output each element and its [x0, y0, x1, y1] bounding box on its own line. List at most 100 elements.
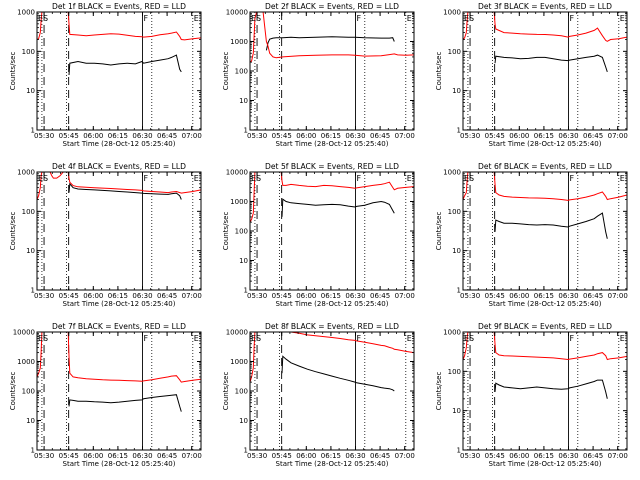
x-axis-label: Start Time (28-Oct-12 05:25:40)	[276, 300, 389, 308]
marker-label-e: E	[620, 14, 625, 23]
marker-label-f: F	[356, 334, 361, 343]
marker-label-es: ES	[464, 14, 474, 23]
panel-title: Det 3f BLACK = Events, RED = LLD	[478, 2, 612, 11]
y-axis-label: Counts/sec	[435, 212, 443, 251]
x-axis-label: Start Time (28-Oct-12 05:25:40)	[63, 460, 176, 468]
y-tick-label: 1	[31, 447, 35, 455]
x-tick-label: 06:00	[509, 132, 529, 140]
x-tick-label: 06:15	[534, 452, 554, 460]
x-tick-label: 06:45	[370, 292, 390, 300]
x-tick-label: 07:00	[608, 292, 628, 300]
x-tick-label: 06:00	[509, 292, 529, 300]
x-tick-label: 06:30	[345, 292, 365, 300]
y-tick-label: 1000	[17, 9, 35, 17]
y-tick-label: 1	[457, 447, 461, 455]
x-axis-label: Start Time (28-Oct-12 05:25:40)	[489, 300, 602, 308]
x-tick-label: 05:30	[34, 292, 54, 300]
x-tick-label: 05:30	[460, 452, 480, 460]
y-tick-label: 10	[452, 87, 461, 95]
y-axis-label: Counts/sec	[222, 212, 230, 251]
marker-label-e: E	[407, 174, 412, 183]
marker-label-f: F	[143, 334, 148, 343]
x-tick-label: 06:45	[157, 292, 177, 300]
y-tick-label: 1	[244, 287, 248, 295]
series-lld-line	[37, 332, 201, 383]
x-tick-label: 06:45	[583, 452, 603, 460]
event-markers	[41, 172, 194, 290]
x-tick-label: 06:15	[108, 132, 128, 140]
y-tick-label: 1	[244, 447, 248, 455]
y-tick-label: 1	[457, 127, 461, 135]
y-tick-label: 100	[448, 48, 461, 56]
x-tick-label: 06:30	[558, 292, 578, 300]
plot-frame	[462, 331, 628, 451]
plot-frame	[249, 171, 415, 291]
event-markers	[467, 12, 620, 130]
y-tick-label: 100	[235, 388, 248, 396]
series-lld-line	[250, 172, 414, 223]
x-tick-label: 06:15	[108, 292, 128, 300]
y-tick-label: 100	[235, 68, 248, 76]
x-tick-label: 06:15	[321, 292, 341, 300]
panel-title: Det 5f BLACK = Events, RED = LLD	[265, 162, 399, 171]
y-tick-label: 1000	[443, 329, 461, 337]
y-tick-label: 100	[22, 48, 35, 56]
x-tick-label: 05:30	[460, 132, 480, 140]
detector-panel-6: Det 6f BLACK = Events, RED = LLD ES F E 1 10 1…	[435, 162, 628, 308]
marker-label-es: ES	[251, 14, 261, 23]
x-tick-label: 07:00	[608, 452, 628, 460]
marker-label-f: F	[143, 14, 148, 23]
y-tick-label: 1000	[443, 9, 461, 17]
panel-title: Det 8f BLACK = Events, RED = LLD	[265, 322, 399, 331]
marker-label-f: F	[569, 14, 574, 23]
panel-title: Det 9f BLACK = Events, RED = LLD	[478, 322, 612, 331]
plot-frame	[36, 171, 202, 291]
marker-label-es: ES	[251, 334, 261, 343]
series-events-line	[281, 198, 395, 217]
y-tick-label: 1000	[17, 169, 35, 177]
y-axis-label: Counts/sec	[222, 372, 230, 411]
marker-label-es: ES	[464, 334, 474, 343]
y-tick-label: 10000	[13, 329, 35, 337]
series-lld-line	[463, 332, 627, 361]
marker-label-f: F	[143, 174, 148, 183]
x-tick-label: 06:00	[83, 452, 103, 460]
y-tick-label: 1	[244, 127, 248, 135]
marker-label-f: F	[569, 174, 574, 183]
y-tick-label: 10	[26, 87, 35, 95]
series-events-line	[265, 36, 395, 51]
plot-frame	[462, 11, 628, 131]
x-tick-label: 05:30	[460, 292, 480, 300]
x-axis-label: Start Time (28-Oct-12 05:25:40)	[489, 460, 602, 468]
x-tick-label: 06:00	[296, 452, 316, 460]
y-tick-label: 10000	[226, 169, 248, 177]
x-tick-label: 06:00	[83, 292, 103, 300]
x-tick-label: 07:00	[395, 452, 415, 460]
y-tick-label: 10	[452, 407, 461, 415]
series-events-line	[494, 212, 608, 239]
panel-title: Det 2f BLACK = Events, RED = LLD	[265, 2, 399, 11]
y-tick-label: 1	[457, 287, 461, 295]
y-tick-label: 100	[22, 208, 35, 216]
x-axis-label: Start Time (28-Oct-12 05:25:40)	[276, 140, 389, 148]
x-tick-label: 05:45	[485, 132, 505, 140]
y-tick-label: 100	[448, 208, 461, 216]
y-tick-label: 100	[235, 228, 248, 236]
y-axis-label: Counts/sec	[222, 52, 230, 91]
marker-label-e: E	[620, 174, 625, 183]
detector-panel-8: Det 8f BLACK = Events, RED = LLD ES F E 1 10 1…	[222, 322, 415, 468]
x-tick-label: 06:00	[83, 132, 103, 140]
series-events-line	[68, 394, 182, 412]
event-markers	[254, 12, 407, 130]
series-events-line	[68, 54, 182, 76]
plot-frame	[36, 331, 202, 451]
x-tick-label: 07:00	[182, 292, 202, 300]
marker-label-e: E	[194, 14, 199, 23]
x-tick-label: 05:45	[272, 452, 292, 460]
x-tick-label: 06:00	[296, 292, 316, 300]
y-tick-label: 10000	[226, 9, 248, 17]
series-events-line	[68, 182, 182, 200]
x-tick-label: 05:45	[272, 292, 292, 300]
x-tick-label: 05:45	[485, 292, 505, 300]
event-markers	[41, 332, 194, 450]
